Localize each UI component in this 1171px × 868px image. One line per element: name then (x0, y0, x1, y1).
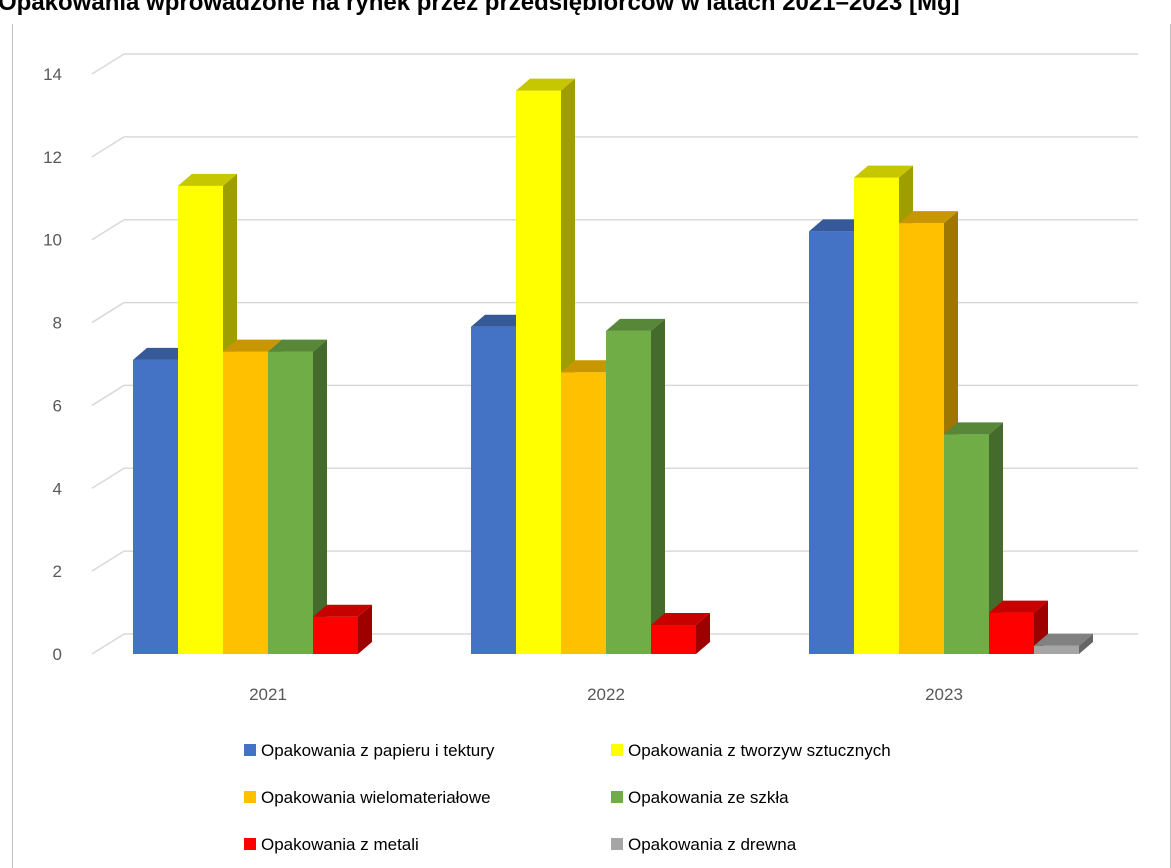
legend-swatch (244, 744, 256, 756)
legend-swatch (244, 791, 256, 803)
legend-swatch (611, 838, 623, 850)
gridline-diagonal (92, 634, 124, 654)
legend-item: Opakowania z drewna (611, 835, 797, 854)
gridline-diagonal (92, 220, 124, 240)
legend-item: Opakowania z papieru i tektury (244, 741, 495, 760)
x-axis-ticks: 2021 2022 2023 (249, 685, 963, 704)
legend-swatch (611, 744, 623, 756)
legend-label: Opakowania ze szkła (628, 788, 789, 807)
bar-front (471, 327, 516, 654)
bar (606, 319, 665, 654)
bars (133, 79, 1093, 654)
legend-item: Opakowania z tworzyw sztucznych (611, 741, 891, 760)
y-tick-label: 14 (43, 65, 62, 84)
bar-front (809, 231, 854, 654)
bar (268, 340, 327, 654)
bar-front (268, 352, 313, 654)
gridline-diagonal (92, 137, 124, 157)
legend-label: Opakowania z papieru i tektury (261, 741, 495, 760)
bar-side (651, 319, 665, 654)
y-axis-ticks: 0 2 4 6 8 10 12 14 (43, 65, 62, 664)
bar-front (1034, 646, 1079, 654)
bar-front (651, 625, 696, 654)
legend-label: Opakowania z drewna (628, 835, 797, 854)
y-tick-label: 4 (53, 479, 62, 498)
bar-front (899, 223, 944, 654)
bar-front (133, 360, 178, 654)
y-tick-label: 10 (43, 231, 62, 250)
bar-front (944, 434, 989, 654)
legend-label: Opakowania z metali (261, 835, 419, 854)
bar-front (516, 91, 561, 654)
legend-swatch (611, 791, 623, 803)
bar-front (223, 352, 268, 654)
legend-item: Opakowania ze szkła (611, 788, 789, 807)
bar-front (606, 331, 651, 654)
legend: Opakowania z papieru i tektury Opakowania… (244, 741, 891, 854)
legend-label: Opakowania z tworzyw sztucznych (628, 741, 891, 760)
bar (313, 605, 372, 654)
y-tick-label: 6 (53, 396, 62, 415)
bar-front (561, 372, 606, 654)
legend-swatch (244, 838, 256, 850)
gridline-diagonal (92, 468, 124, 488)
bar-front (854, 178, 899, 654)
gridline-diagonal (92, 54, 124, 74)
gridline-diagonal (92, 551, 124, 571)
bar (651, 613, 710, 654)
y-tick-label: 8 (53, 314, 62, 333)
gridline-diagonal (92, 385, 124, 405)
x-tick-label: 2022 (587, 685, 625, 704)
y-tick-label: 0 (53, 645, 62, 664)
bar-front (313, 617, 358, 654)
y-tick-label: 2 (53, 562, 62, 581)
gridline-diagonal (92, 303, 124, 323)
x-tick-label: 2023 (925, 685, 963, 704)
y-tick-label: 12 (43, 148, 62, 167)
bar-front (989, 613, 1034, 654)
legend-item: Opakowania wielomateriałowe (244, 788, 491, 807)
legend-label: Opakowania wielomateriałowe (261, 788, 491, 807)
x-tick-label: 2021 (249, 685, 287, 704)
bar-front (178, 186, 223, 654)
legend-item: Opakowania z metali (244, 835, 419, 854)
